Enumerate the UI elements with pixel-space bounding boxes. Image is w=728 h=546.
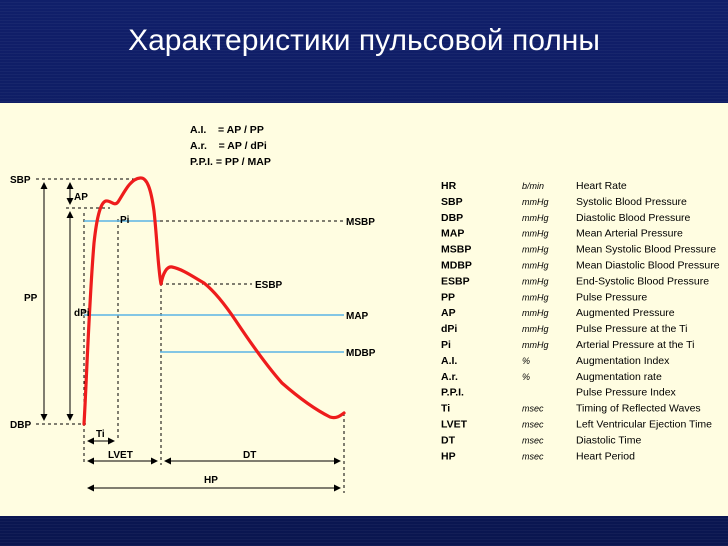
slide-title: Характеристики пульсовой полны bbox=[128, 24, 600, 57]
dt-label: DT bbox=[243, 450, 256, 461]
legend-row: Ti msec Timing of Reflected Waves bbox=[441, 403, 701, 415]
legend-desc: Mean Diastolic Blood Pressure bbox=[576, 260, 720, 272]
legend-abbr: A.r. bbox=[441, 371, 458, 383]
legend-abbr: dPi bbox=[441, 323, 457, 335]
legend-abbr: PP bbox=[441, 291, 455, 303]
legend-unit: mmHg bbox=[522, 245, 549, 255]
level-lines bbox=[84, 220, 344, 353]
legend-desc: Pulse Pressure Index bbox=[576, 387, 677, 399]
legend-desc: Diastolic Time bbox=[576, 434, 642, 446]
legend-desc: Mean Arterial Pressure bbox=[576, 228, 683, 240]
sbp-label: SBP bbox=[10, 175, 31, 186]
legend-desc: Pulse Pressure at the Ti bbox=[576, 323, 687, 335]
legend-abbr: SBP bbox=[441, 196, 463, 208]
legend-abbr: ESBP bbox=[441, 275, 470, 287]
legend-unit: % bbox=[522, 372, 530, 382]
legend-abbr: P.P.I. bbox=[441, 387, 464, 399]
esbp-label: ESBP bbox=[255, 280, 283, 291]
formula-ppi: P.P.I. = PP / MAP bbox=[190, 156, 271, 168]
legend-unit: mmHg bbox=[522, 229, 549, 239]
legend-abbr: DT bbox=[441, 434, 456, 446]
legend-row: ESBP mmHg End-Systolic Blood Pressure bbox=[441, 275, 709, 287]
legend-abbr: MDBP bbox=[441, 260, 472, 272]
legend-abbr: HR bbox=[441, 180, 457, 192]
ti-label: Ti bbox=[96, 429, 105, 440]
legend-abbr: LVET bbox=[441, 419, 468, 431]
msbp-label: MSBP bbox=[346, 217, 375, 228]
diagram-panel: A.I. = AP / PP A.r. = AP / dPi P.P.I. = … bbox=[0, 103, 728, 516]
legend-desc: Augmented Pressure bbox=[576, 307, 675, 319]
legend-unit: mmHg bbox=[522, 276, 549, 286]
legend-abbr: Pi bbox=[441, 339, 451, 351]
map-label: MAP bbox=[346, 311, 369, 322]
mdbp-label: MDBP bbox=[346, 348, 376, 359]
diagram-labels: SBP DBP PP AP dPi Pi MSBP ESBP MAP MDBP … bbox=[10, 175, 376, 486]
legend-row: A.I.% Augmentation Index bbox=[441, 355, 670, 367]
lvet-label: LVET bbox=[108, 450, 133, 461]
legend-unit: msec bbox=[522, 451, 544, 461]
legend-desc: Mean Systolic Blood Pressure bbox=[576, 244, 716, 256]
legend-row: HP msec Heart Period bbox=[441, 450, 635, 462]
legend-unit: msec bbox=[522, 435, 544, 445]
legend-row: MSBP mmHg Mean Systolic Blood Pressure bbox=[441, 244, 716, 256]
legend-row: AP mmHg Augmented Pressure bbox=[441, 307, 675, 319]
pulse-waveform bbox=[82, 176, 346, 426]
legend-row: HR b/min Heart Rate bbox=[441, 180, 627, 192]
legend-abbr: HP bbox=[441, 450, 456, 462]
legend-desc: Pulse Pressure bbox=[576, 291, 647, 303]
legend-abbr: MAP bbox=[441, 228, 464, 240]
legend-unit: msec bbox=[522, 404, 544, 414]
legend-unit: mmHg bbox=[522, 340, 549, 350]
legend-desc: Diastolic Blood Pressure bbox=[576, 212, 691, 224]
legend-desc: Timing of Reflected Waves bbox=[576, 403, 701, 415]
legend-abbr: MSBP bbox=[441, 244, 471, 256]
legend-row: dPi mmHg Pulse Pressure at the Ti bbox=[441, 323, 687, 335]
legend-desc: Left Ventricular Ejection Time bbox=[576, 419, 712, 431]
legend-row: DBP mmHg Diastolic Blood Pressure bbox=[441, 212, 691, 224]
legend-unit: mmHg bbox=[522, 197, 549, 207]
legend-desc: Arterial Pressure at the Ti bbox=[576, 339, 694, 351]
legend-desc: End-Systolic Blood Pressure bbox=[576, 275, 709, 287]
legend-unit: mmHg bbox=[522, 213, 549, 223]
legend-row: MDBP mmHg Mean Diastolic Blood Pressure bbox=[441, 260, 720, 272]
legend-unit: mmHg bbox=[522, 324, 549, 334]
legend-unit: msec bbox=[522, 420, 544, 430]
legend-row: PP mmHg Pulse Pressure bbox=[441, 291, 647, 303]
legend-unit: b/min bbox=[522, 181, 544, 191]
legend-abbr: Ti bbox=[441, 403, 450, 415]
legend-row: LVET msec Left Ventricular Ejection Time bbox=[441, 419, 712, 431]
legend-desc: Heart Rate bbox=[576, 180, 627, 192]
legend-table: HR b/min Heart Rate SBP mmHg Systolic Blood P… bbox=[441, 180, 720, 462]
legend-row: DT msec Diastolic Time bbox=[441, 434, 642, 446]
legend-row: A.r.% Augmentation rate bbox=[441, 371, 662, 383]
legend-unit: mmHg bbox=[522, 308, 549, 318]
legend-unit: mmHg bbox=[522, 292, 549, 302]
hp-label: HP bbox=[204, 475, 218, 486]
pi-label: Pi bbox=[120, 215, 130, 226]
legend-abbr: AP bbox=[441, 307, 456, 319]
pp-label: PP bbox=[24, 293, 38, 304]
legend-abbr: DBP bbox=[441, 212, 463, 224]
pulse-wave-diagram: A.I. = AP / PP A.r. = AP / dPi P.P.I. = … bbox=[10, 124, 720, 493]
legend-unit: mmHg bbox=[522, 261, 549, 271]
dbp-label: DBP bbox=[10, 420, 31, 431]
legend-desc: Augmentation Index bbox=[576, 355, 670, 367]
ap-label: AP bbox=[74, 192, 88, 203]
formula-ai: A.I. = AP / PP bbox=[190, 124, 264, 136]
legend-row: P.P.I. Pulse Pressure Index bbox=[441, 387, 677, 399]
formula-block: A.I. = AP / PP A.r. = AP / dPi P.P.I. = … bbox=[190, 124, 271, 168]
legend-desc: Augmentation rate bbox=[576, 371, 662, 383]
legend-row: SBP mmHg Systolic Blood Pressure bbox=[441, 196, 687, 208]
dpi-label: dPi bbox=[74, 308, 90, 319]
legend-unit: % bbox=[522, 356, 530, 366]
reference-lines bbox=[36, 178, 345, 493]
legend-desc: Systolic Blood Pressure bbox=[576, 196, 687, 208]
legend-desc: Heart Period bbox=[576, 450, 635, 462]
legend-abbr: A.I. bbox=[441, 355, 457, 367]
formula-ar: A.r. = AP / dPi bbox=[190, 140, 267, 152]
legend-row: MAP mmHg Mean Arterial Pressure bbox=[441, 228, 683, 240]
legend-row: Pi mmHg Arterial Pressure at the Ti bbox=[441, 339, 694, 351]
